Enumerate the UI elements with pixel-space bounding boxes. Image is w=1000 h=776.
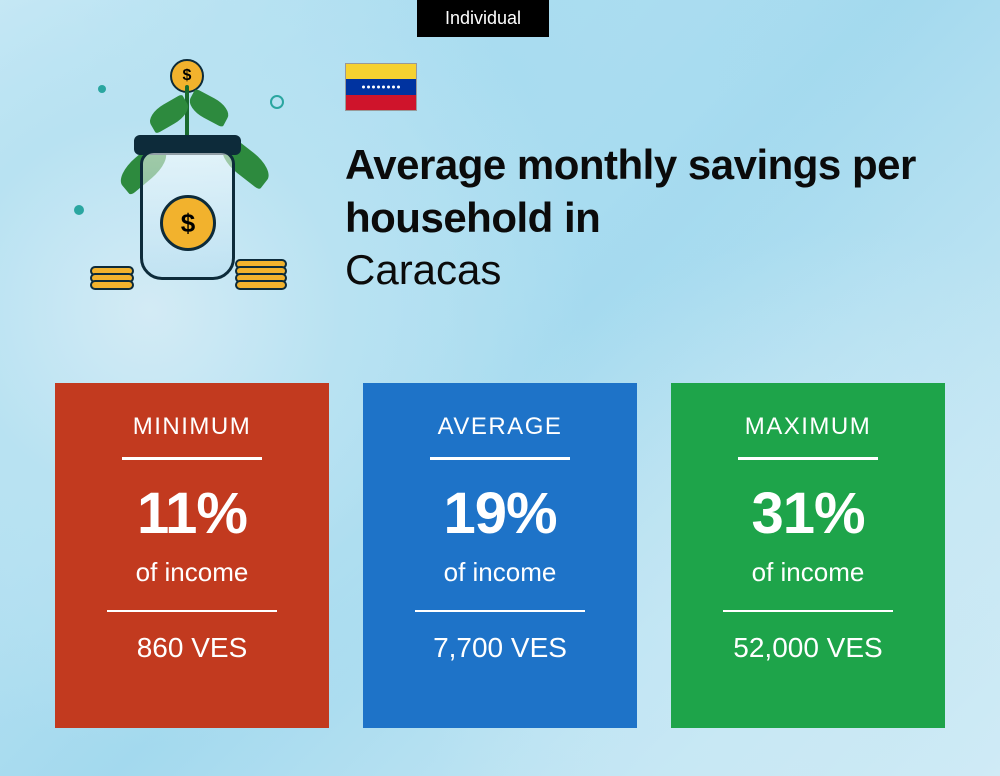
divider: [107, 610, 277, 613]
dollar-sign: $: [163, 198, 213, 248]
card-subtext: of income: [444, 557, 557, 588]
savings-jar-illustration: $ $: [60, 55, 305, 300]
card-percent: 19%: [443, 480, 556, 547]
coin-stack-icon: [90, 269, 134, 290]
card-percent: 31%: [751, 480, 864, 547]
page-title-lead: Average monthly savings per household in: [345, 139, 940, 244]
divider: [723, 610, 893, 613]
leaf-icon: [185, 88, 232, 127]
stat-card-average: AVERAGE 19% of income 7,700 VES: [363, 383, 637, 728]
dollar-sign: $: [183, 67, 192, 85]
divider: [430, 457, 570, 460]
venezuela-flag-icon: [345, 63, 417, 111]
page-title-city: Caracas: [345, 244, 940, 297]
accent-dot: [98, 85, 106, 93]
card-label: AVERAGE: [438, 413, 563, 441]
card-subtext: of income: [136, 557, 249, 588]
card-percent: 11%: [137, 480, 247, 547]
accent-dot: [270, 95, 284, 109]
card-amount: 7,700 VES: [433, 632, 567, 664]
accent-dot: [74, 205, 84, 215]
divider: [415, 610, 585, 613]
card-subtext: of income: [752, 557, 865, 588]
flag-stars: [362, 86, 400, 89]
category-tab[interactable]: Individual: [417, 0, 549, 37]
coin-stack-icon: [235, 262, 287, 290]
flag-stripe-top: [346, 64, 416, 79]
hero-section: $ $ Averag: [60, 55, 940, 300]
stat-card-minimum: MINIMUM 11% of income 860 VES: [55, 383, 329, 728]
hero-text: Average monthly savings per household in…: [345, 55, 940, 297]
flag-stripe-bot: [346, 95, 416, 110]
divider: [122, 457, 262, 460]
stats-cards-row: MINIMUM 11% of income 860 VES AVERAGE 19…: [55, 383, 945, 728]
card-amount: 52,000 VES: [733, 632, 882, 664]
card-amount: 860 VES: [137, 632, 248, 664]
card-label: MAXIMUM: [745, 413, 872, 441]
divider: [738, 457, 878, 460]
category-tab-label: Individual: [445, 8, 521, 28]
stat-card-maximum: MAXIMUM 31% of income 52,000 VES: [671, 383, 945, 728]
jar-coin-icon: $: [160, 195, 216, 251]
card-label: MINIMUM: [133, 413, 251, 441]
